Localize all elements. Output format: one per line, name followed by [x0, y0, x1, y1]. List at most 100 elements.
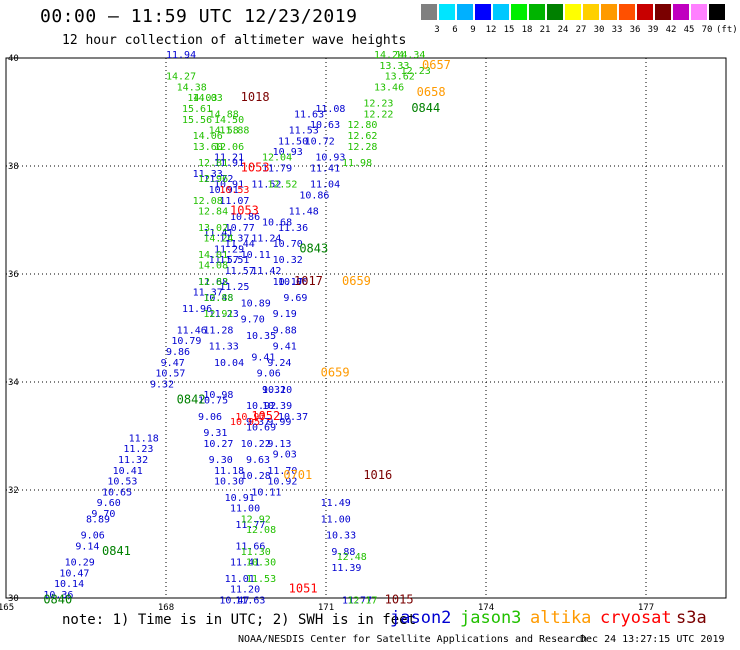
data-point-label: 12.48 — [337, 552, 367, 563]
scale-label: 33 — [611, 25, 623, 35]
time-label: 0659 — [342, 274, 371, 288]
data-point-label: 11.96 — [182, 304, 212, 315]
y-tick-label: 38 — [8, 162, 19, 172]
scale-swatch — [565, 4, 581, 20]
data-point-label: 12.84 — [198, 207, 228, 218]
scale-label: 42 — [665, 25, 677, 35]
data-point-label: 11.46 — [177, 325, 207, 336]
data-point-label: 10.36 — [43, 590, 73, 601]
data-point-label: 13.33 — [379, 61, 409, 72]
mission-label: altika — [530, 608, 592, 628]
data-point-label: 13.60 — [193, 142, 223, 153]
data-point-label: 10.22 — [241, 439, 271, 450]
data-point-label: 9.06 — [257, 369, 281, 380]
data-point-label: 10.63 — [310, 120, 340, 131]
data-point-label: 14.03 — [193, 93, 223, 104]
data-point-label: 9.24 — [267, 358, 291, 369]
x-tick-label: 177 — [638, 603, 654, 610]
data-point-label: 10.41 — [113, 466, 143, 477]
data-point-label: 10.72 — [305, 136, 335, 147]
data-point-label: 10.30 — [246, 558, 276, 569]
scale-label: 45 — [683, 25, 695, 35]
data-point-label: 11.00 — [321, 514, 351, 525]
data-point-label: 10.92 — [267, 477, 297, 488]
time-label: 0843 — [299, 241, 328, 255]
mission-label: jason2 — [390, 608, 452, 628]
data-point-label: 9.99 — [267, 417, 291, 428]
data-point-label: 10.47 — [59, 568, 89, 579]
data-point-label: 11.33 — [209, 342, 239, 353]
data-point-label: 10.27 — [203, 439, 233, 450]
time-label: 1052 — [251, 409, 280, 423]
data-point-label: 11.63 — [235, 595, 265, 606]
data-point-label: 11.98 — [342, 158, 372, 169]
data-point-label: 11.07 — [219, 196, 249, 207]
scale-swatch — [511, 4, 527, 20]
data-point-label: 10.57 — [155, 369, 185, 380]
data-point-label: 14.58 — [209, 126, 239, 137]
chart-subtitle: 12 hour collection of altimeter wave hei… — [62, 33, 407, 48]
data-point-label: 10.53 — [219, 185, 249, 196]
data-point-label: 9.14 — [75, 541, 99, 552]
data-point-label: 10.29 — [65, 558, 95, 569]
data-point-label: 12.82 — [198, 277, 228, 288]
data-point-label: 12.92 — [241, 514, 271, 525]
scale-swatch — [691, 4, 707, 20]
scale-swatch — [529, 4, 545, 20]
scale-label: 70 — [701, 25, 713, 35]
scale-swatch — [583, 4, 599, 20]
data-point-label: 11.88 — [219, 126, 249, 137]
data-point-label: 10.97 — [235, 412, 265, 423]
data-point-label: 11.24 — [251, 234, 281, 245]
data-point-label: 15.61 — [182, 104, 212, 115]
data-point-label: 10.30 — [214, 477, 244, 488]
mission-label: jason3 — [460, 608, 522, 628]
data-point-label: 10.00 — [278, 277, 308, 288]
data-point-label: 11.20 — [230, 585, 260, 596]
data-point-label: 11.37 — [193, 288, 223, 299]
data-point-label: 12.22 — [363, 109, 393, 120]
x-tick-label: 174 — [478, 603, 494, 610]
data-point-label: 10.35 — [246, 331, 276, 342]
data-point-label: 9.69 — [283, 293, 307, 304]
scale-label: 12 — [485, 25, 497, 35]
data-point-label: 8.89 — [86, 514, 110, 525]
data-point-label: 11.18 — [129, 433, 159, 444]
data-point-label: 11.08 — [315, 104, 345, 115]
data-point-label: 10.04 — [214, 358, 244, 369]
data-point-label: 11.39 — [331, 563, 361, 574]
data-point-label: 11.48 — [289, 207, 319, 218]
scale-label: 36 — [629, 25, 641, 35]
data-point-label: 11.41 — [203, 228, 233, 239]
data-point-label: 11.57 — [225, 266, 255, 277]
y-tick-label: 32 — [8, 486, 19, 496]
scale-label: 21 — [539, 25, 551, 35]
data-point-label: 12.06 — [214, 142, 244, 153]
data-point-label: 11.01 — [225, 574, 255, 585]
data-point-label: 9.06 — [198, 412, 222, 423]
plot-frame — [5, 57, 727, 599]
data-point-label: 12.08 — [246, 525, 276, 536]
data-point-label: 11.18 — [214, 466, 244, 477]
data-point-label: 9.41 — [251, 352, 275, 363]
data-point-label: 10.14 — [54, 579, 84, 590]
time-label: 1051 — [289, 582, 318, 596]
scale-swatch — [709, 4, 725, 20]
time-label: 1016 — [363, 468, 392, 482]
scale-swatch — [475, 4, 491, 20]
y-tick-label: 30 — [8, 594, 19, 604]
data-point-label: 10.92 — [246, 401, 276, 412]
data-point-label: 11.50 — [278, 136, 308, 147]
data-point-label: 10.11 — [241, 250, 271, 261]
time-label: 0842 — [177, 393, 206, 407]
data-point-label: 10.11 — [251, 487, 281, 498]
data-point-label: 9.32 — [262, 385, 286, 396]
data-point-label: 10.98 — [203, 390, 233, 401]
y-tick-label: 40 — [8, 54, 19, 64]
data-point-label: 12.23 — [363, 99, 393, 110]
data-point-label: 10.28 — [241, 471, 271, 482]
data-point-label: 10.33 — [326, 531, 356, 542]
data-point-label: 9.70 — [91, 509, 115, 520]
chart-title: 00:00 – 11:59 UTC 12/23/2019 — [40, 6, 358, 27]
y-tick-label: 36 — [8, 270, 19, 280]
